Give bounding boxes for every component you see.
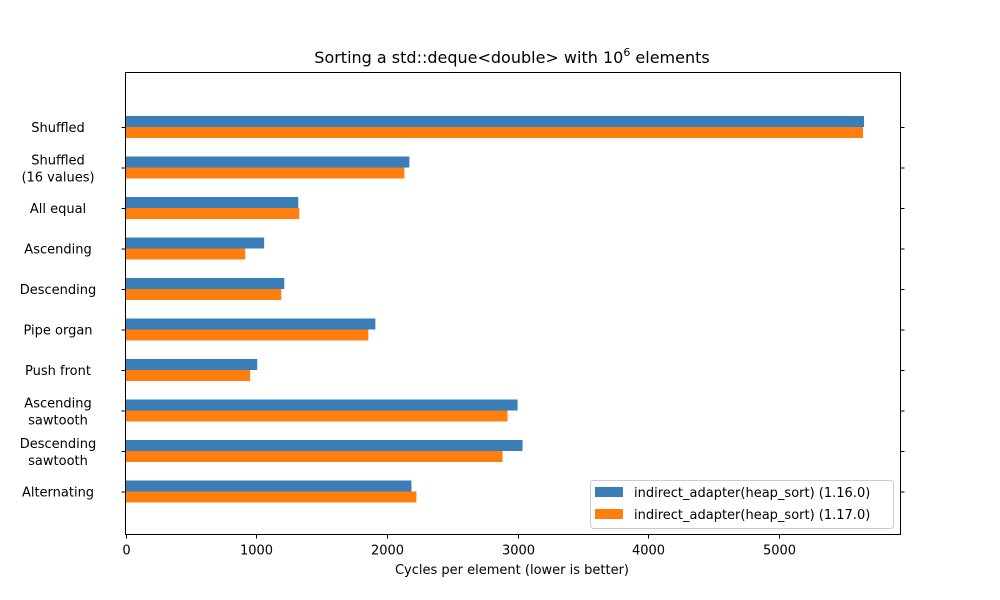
bar-1-17-0-4 [125,289,282,300]
y-tick-label: Descending [20,283,97,298]
bar-1-17-0-6 [125,370,251,381]
x-tick-label: 2000 [371,544,404,559]
y-tick-label: All equal [30,202,86,217]
bars-group [125,116,865,503]
y-tick-label: Pipe organ [23,324,92,339]
bar-1-17-0-8 [125,451,503,462]
bar-1-16-0-9 [125,480,412,492]
bar-1-16-0-3 [125,237,265,249]
bar-1-16-0-2 [125,197,299,208]
plot-frame [125,72,901,535]
bar-1-17-0-0 [125,127,863,138]
x-tick-label: 5000 [763,544,796,559]
y-tick-label: Shuffled [31,121,85,136]
legend-label: indirect_adapter(heap_sort) (1.16.0) [634,486,870,501]
x-tick-label: 0 [122,544,130,559]
title-superscript: 6 [623,46,630,59]
bar-1-17-0-3 [125,248,246,260]
legend-box [590,480,894,529]
y-tick-label: Descending sawtooth [20,437,97,469]
bar-1-16-0-4 [125,278,285,289]
legend-label: indirect_adapter(heap_sort) (1.17.0) [634,508,870,523]
bar-1-17-0-1 [125,167,405,179]
bar-1-16-0-0 [125,116,865,127]
bar-1-17-0-2 [125,208,300,219]
bar-1-16-0-7 [125,399,518,411]
y-tick-label: Push front [25,364,91,379]
bar-1-16-0-8 [125,440,523,451]
y-tick-label: Shuffled (16 values) [21,154,94,186]
x-axis: 0 1000 2000 3000 4000 5000 [122,534,796,559]
x-tick-label: 1000 [240,544,273,559]
legend: indirect_adapter(heap_sort) (1.16.0) indi… [590,480,894,529]
bar-1-16-0-6 [125,359,258,370]
y-tick-label: Ascending [24,243,91,258]
bar-1-16-0-1 [125,156,410,168]
legend-swatch [595,487,623,497]
y-tick-label: Ascending sawtooth [24,397,91,429]
x-axis-label: Cycles per element (lower is better) [395,563,629,578]
chart-title: Sorting a std::deque<double> with 106 el… [314,46,709,67]
bar-1-17-0-7 [125,410,508,422]
bar-1-17-0-5 [125,329,369,341]
y-tick-label: Alternating [22,486,94,501]
bar-1-17-0-9 [125,491,417,503]
x-tick-label: 4000 [632,544,665,559]
legend-swatch [595,509,623,519]
y-axis: Shuffled Shuffled (16 values) All equal Asce… [20,121,905,501]
bar-1-16-0-5 [125,318,376,330]
x-tick-label: 3000 [502,544,535,559]
